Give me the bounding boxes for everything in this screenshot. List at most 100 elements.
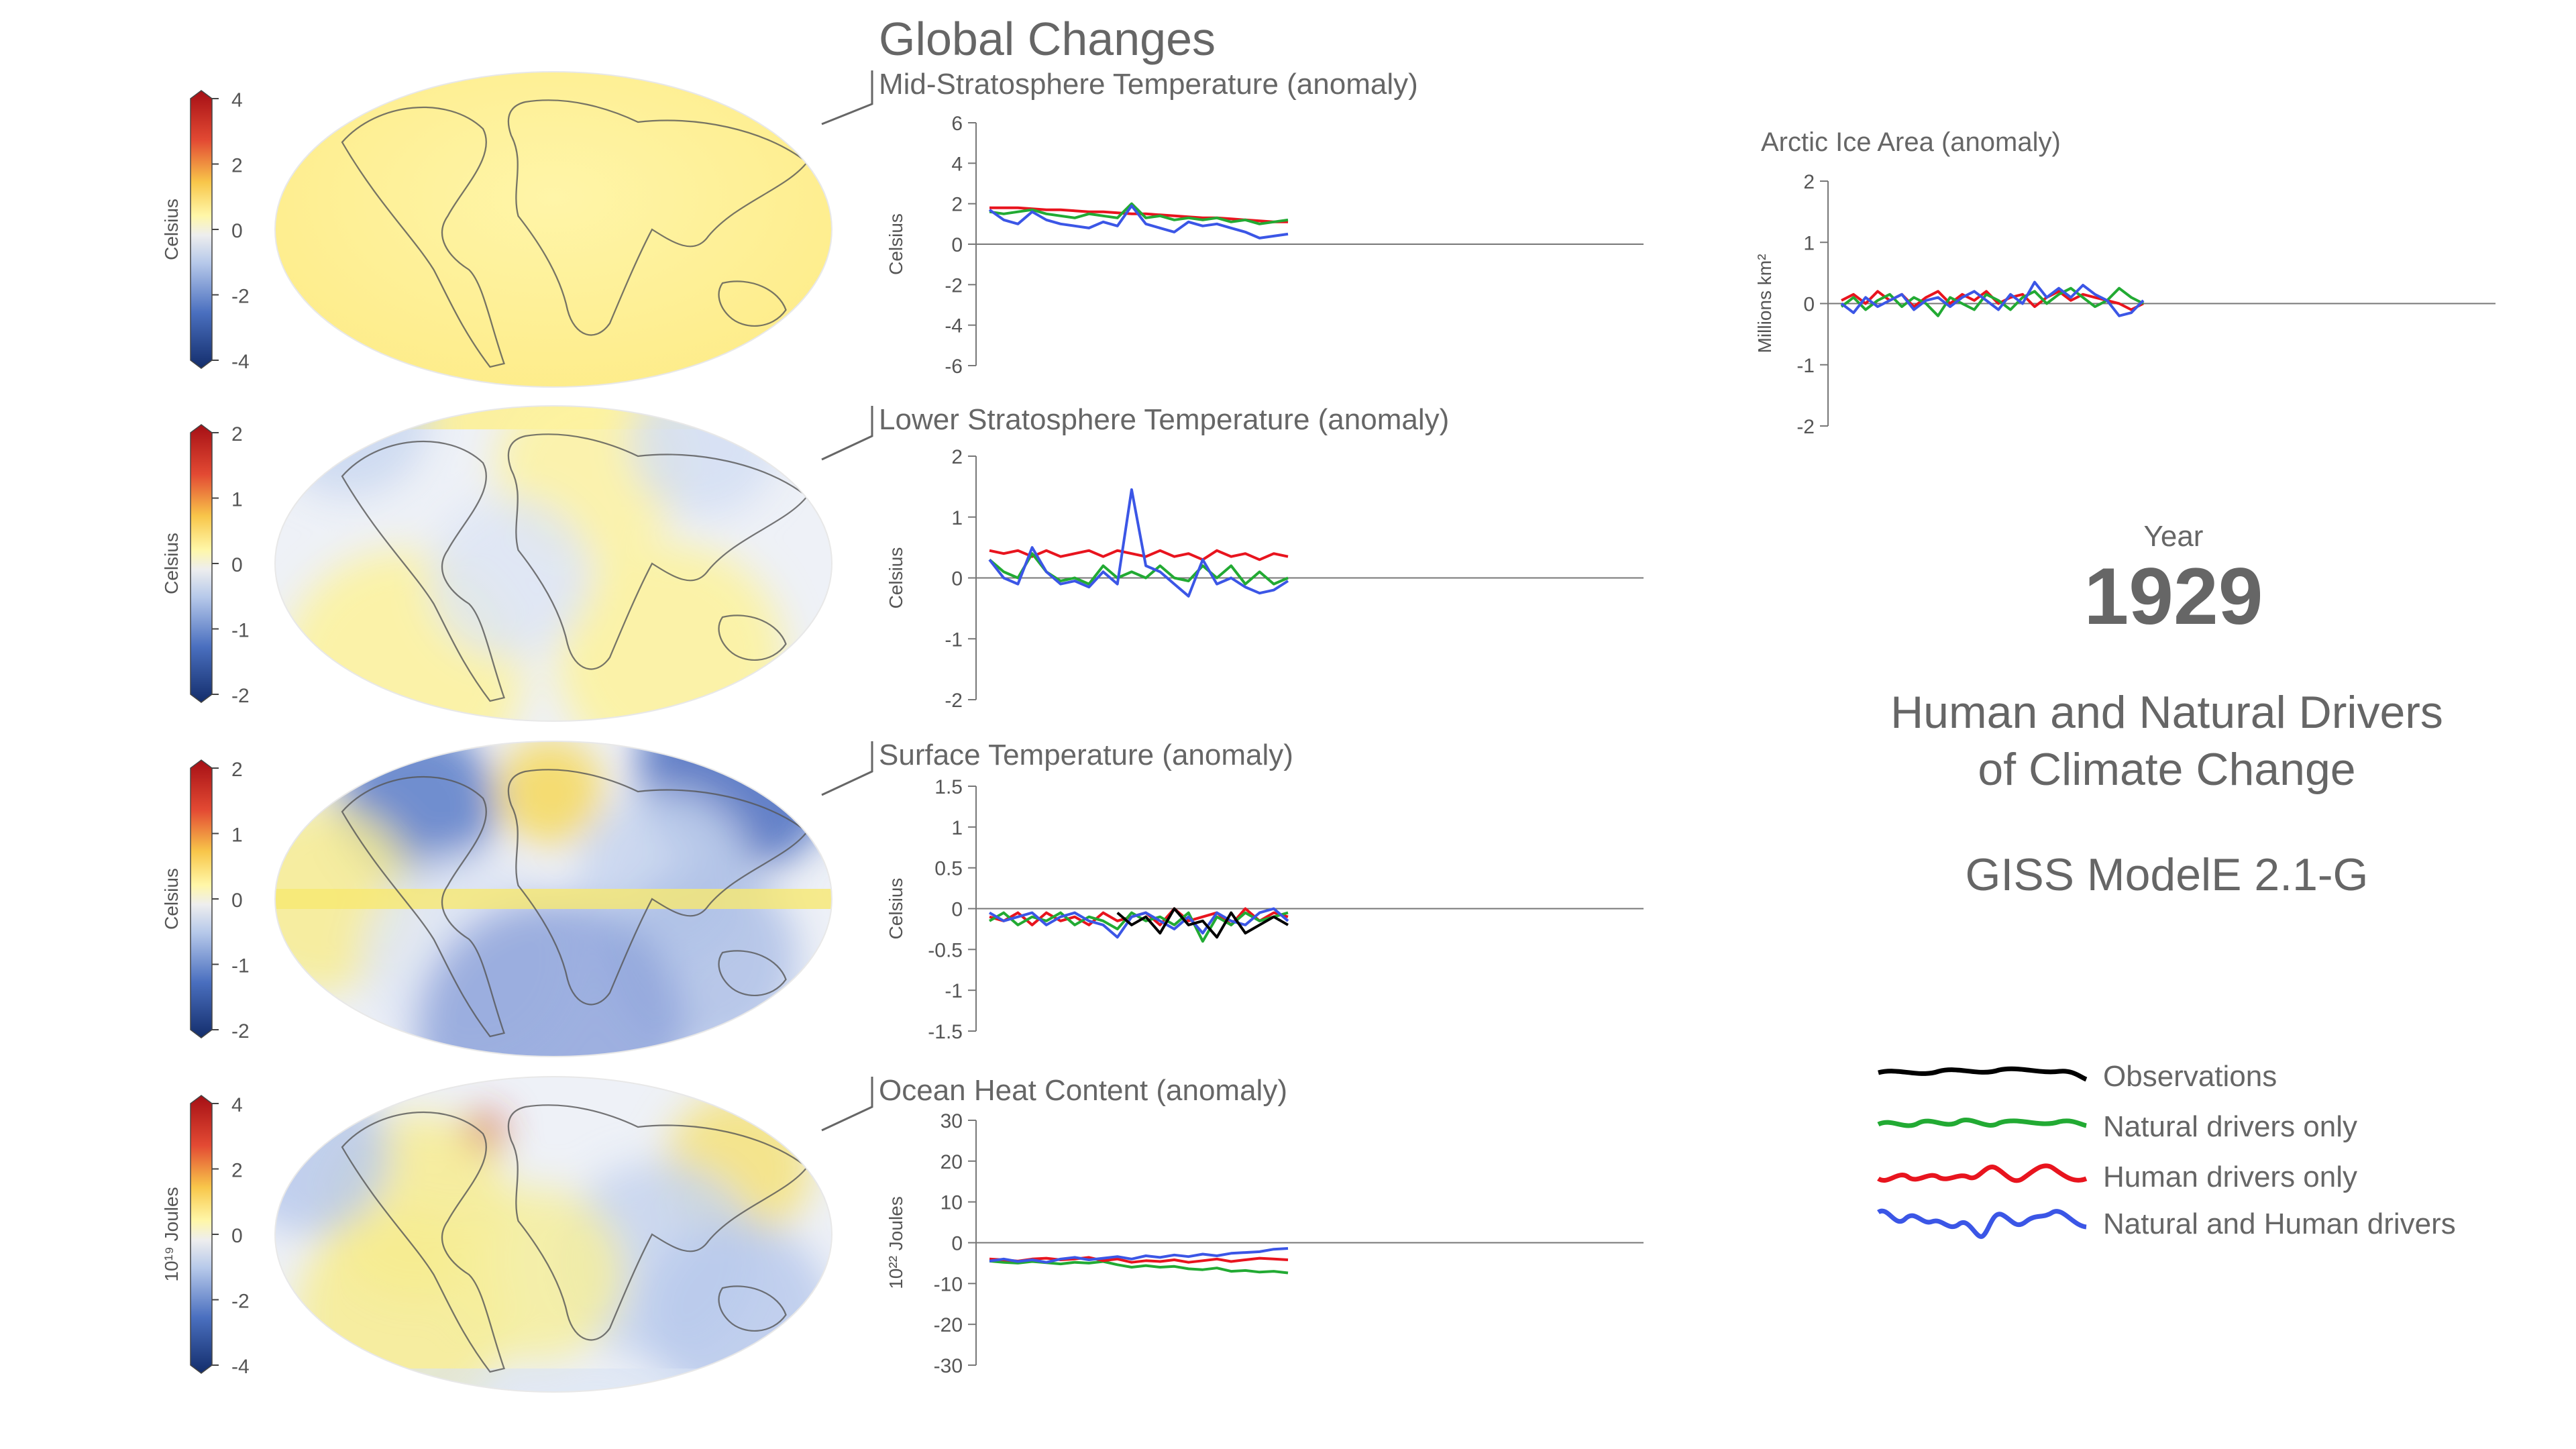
colorbar-tick-label: -1	[231, 955, 250, 977]
y-tick-label: 0	[1803, 294, 1815, 316]
y-tick-label: -0.5	[928, 939, 963, 961]
y-tick-label: 0.5	[934, 858, 963, 880]
legend-swatch-human	[1877, 1163, 2088, 1183]
colorbar-tick-label: 0	[231, 220, 243, 242]
continent-outline	[341, 1111, 505, 1373]
y-axis-label: Celsius	[885, 547, 906, 609]
legend-label-both: Natural and Human drivers	[2103, 1208, 2456, 1240]
y-tick-label: -10	[934, 1273, 963, 1295]
y-tick-label: -1	[945, 629, 963, 651]
map-border	[274, 741, 833, 1057]
y-tick-label: 6	[951, 113, 963, 135]
page-title: Global Changes	[879, 13, 1216, 65]
callout-line	[821, 741, 873, 796]
continent-outline	[718, 614, 787, 661]
y-tick-label: 1	[1803, 232, 1815, 254]
colorbar-tick-label: 0	[231, 890, 243, 912]
colorbar-tick-label: -1	[231, 620, 250, 642]
y-tick-label: -4	[945, 315, 963, 337]
colorbar-tick-label: 0	[231, 1225, 243, 1247]
y-tick-label: 1.5	[934, 776, 963, 798]
y-tick-label: -30	[934, 1355, 963, 1377]
series-line-human	[989, 1256, 1289, 1264]
continent-outline	[507, 99, 808, 336]
chart-5: Arctic Ice Area (anomaly) 2 1 0 -1 -2 Millions…	[1754, 127, 2496, 438]
legend-swatch-observations	[1878, 1066, 2088, 1082]
colorbar-4: 4 2 0 -2 -4 10¹⁹ Joules	[161, 1094, 250, 1378]
series-line-natural	[1840, 286, 2144, 317]
chart-title: Lower Stratosphere Temperature (anomaly)	[879, 403, 1449, 436]
y-tick-label: -2	[945, 274, 963, 297]
series-line-natural	[989, 202, 1289, 225]
chart-1: Mid-Stratosphere Temperature (anomaly) 6 4…	[821, 68, 1644, 378]
colorbar-tick-label: -2	[231, 286, 250, 308]
y-tick-label: 20	[941, 1151, 963, 1173]
year-value: 1929	[2084, 551, 2263, 641]
colorbar-tick-label: -2	[231, 685, 250, 707]
continent-outline	[341, 440, 505, 702]
series-line-human	[989, 549, 1289, 561]
y-tick-label: 30	[941, 1110, 963, 1132]
y-axis-label: 10²² Joules	[885, 1196, 906, 1289]
y-tick-label: 0	[951, 1233, 963, 1255]
colorbar-tick-label: -2	[231, 1291, 250, 1313]
continent-outline	[341, 775, 505, 1038]
y-tick-label: 2	[951, 194, 963, 216]
y-tick-label: 0	[951, 568, 963, 590]
continent-outline	[507, 433, 808, 670]
colorbar-tick-label: 2	[231, 423, 243, 445]
year-label: Year	[2143, 520, 2204, 553]
colorbar-unit-label: Celsius	[161, 533, 182, 594]
colorbar-3: 2 1 0 -1 -2 Celsius	[161, 759, 250, 1042]
headline-line-1: Human and Natural Drivers	[1890, 687, 2443, 738]
model-name: GISS ModelE 2.1-G	[1965, 849, 2369, 900]
callout-line	[821, 406, 873, 461]
y-tick-label: 2	[1803, 171, 1815, 193]
series-line-both	[1840, 280, 2145, 317]
chart-3: Surface Temperature (anomaly) 1.5 1 0.5 0 -0.…	[821, 739, 1644, 1043]
colorbar-tick-label: 1	[231, 824, 243, 847]
y-tick-label: -2	[1796, 416, 1815, 438]
legend-label-natural: Natural drivers only	[2103, 1110, 2358, 1143]
colorbar-tick-label: -2	[231, 1020, 250, 1042]
charts-layer: Mid-Stratosphere Temperature (anomaly) 6 4…	[821, 68, 2496, 1377]
legend-label-human: Human drivers only	[2103, 1161, 2358, 1193]
colorbar-tick-label: 2	[231, 155, 243, 177]
chart-2: Lower Stratosphere Temperature (anomaly)…	[821, 403, 1644, 712]
colorbar-2: 2 1 0 -1 -2 Celsius	[161, 423, 250, 707]
colorbar-unit-label: 10¹⁹ Joules	[161, 1187, 182, 1281]
colorbar-tick-label: 0	[231, 554, 243, 576]
legend-label-observations: Observations	[2103, 1060, 2277, 1093]
chart-title: Surface Temperature (anomaly)	[879, 739, 1293, 771]
colorbar-tick-label: 2	[231, 759, 243, 781]
map-border	[274, 405, 833, 722]
series-line-natural	[988, 552, 1289, 586]
continent-outline	[507, 1104, 808, 1341]
y-tick-label: -1	[945, 980, 963, 1002]
chart-title: Mid-Stratosphere Temperature (anomaly)	[879, 68, 1418, 101]
colorbar-unit-label: Celsius	[161, 868, 182, 930]
y-tick-label: 10	[941, 1192, 963, 1214]
y-tick-label: 1	[951, 507, 963, 529]
headline-line-2: of Climate Change	[1978, 744, 2356, 795]
colorbar-unit-label: Celsius	[161, 199, 182, 260]
y-tick-label: 2	[951, 446, 963, 468]
y-tick-label: 0	[951, 899, 963, 921]
mid-stratosphere-map: 4 2 0 -2 -4 Celsius	[161, 71, 833, 388]
colorbar-tick-label: 2	[231, 1160, 243, 1182]
map-border	[274, 71, 833, 388]
series-line-both	[989, 1247, 1289, 1264]
continent-outline	[718, 1285, 787, 1332]
y-tick-label: 0	[951, 234, 963, 256]
y-tick-label: 1	[951, 817, 963, 839]
y-axis-label: Celsius	[885, 213, 906, 275]
legend-swatch-both	[1877, 1208, 2087, 1239]
series-line-natural	[989, 911, 1289, 943]
lower-stratosphere-map: 2 1 0 -1 -2 Celsius	[161, 405, 833, 722]
series-line-natural	[989, 1259, 1289, 1275]
colorbar-tick-label: -4	[231, 351, 250, 373]
colorbar-tick-label: 4	[231, 1094, 243, 1116]
chart-title: Arctic Ice Area (anomaly)	[1761, 127, 2061, 157]
